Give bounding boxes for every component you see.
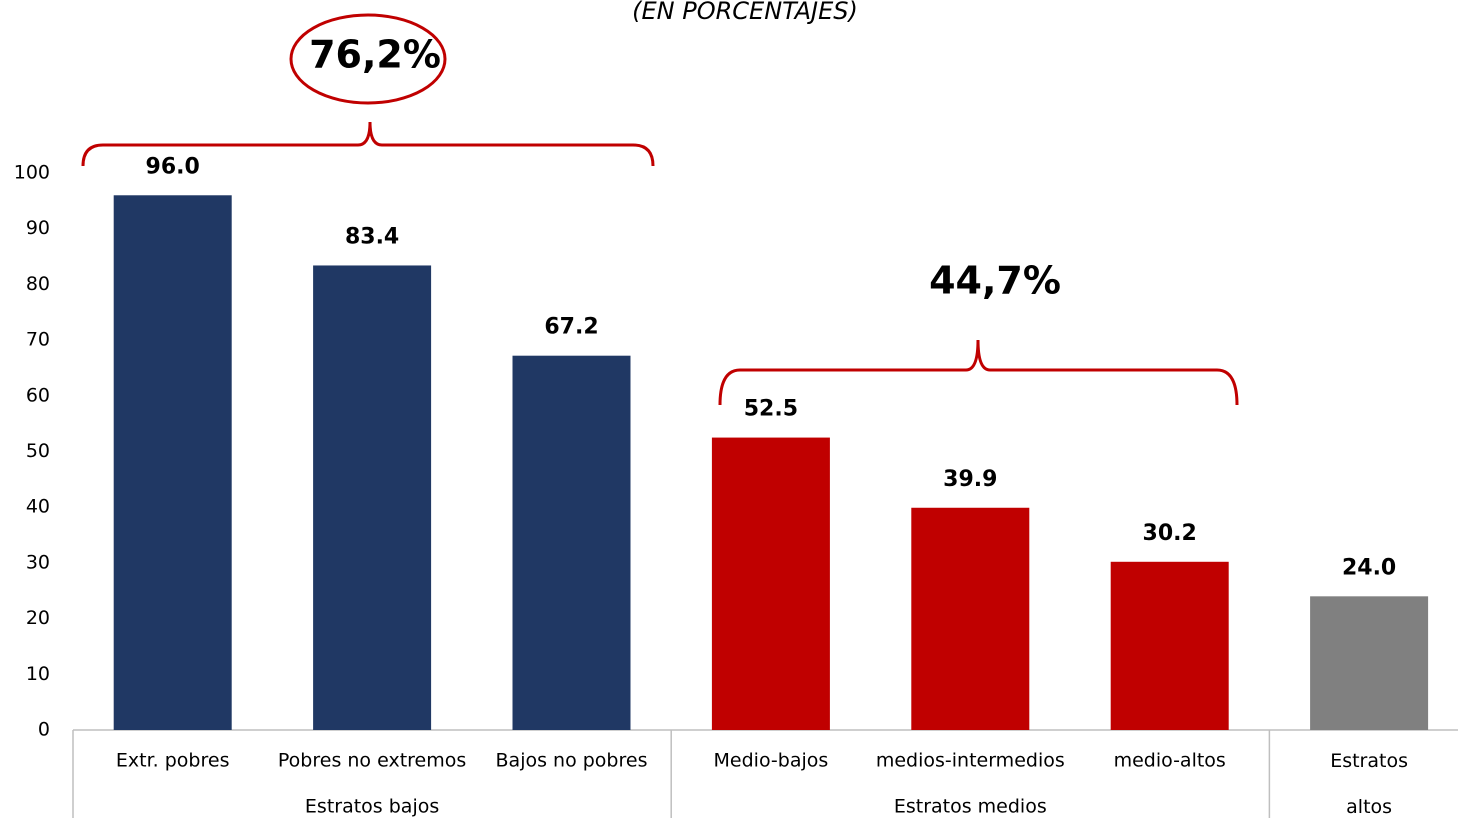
brace xyxy=(81,121,655,167)
value-label: 83.4 xyxy=(345,224,399,249)
group-label: Estratos bajos xyxy=(305,796,439,818)
value-label: 30.2 xyxy=(1143,521,1197,546)
annotation-ellipse xyxy=(289,13,447,105)
value-label: 24.0 xyxy=(1342,555,1396,580)
y-tick-label: 60 xyxy=(26,384,50,406)
bar xyxy=(313,265,432,730)
x-tick-label: medio-altos xyxy=(1114,750,1226,772)
y-tick-label: 30 xyxy=(26,551,50,573)
chart-title: (EN PORCENTAJES) xyxy=(632,0,858,25)
y-tick-label: 50 xyxy=(26,440,50,462)
y-tick-label: 90 xyxy=(26,217,50,239)
y-tick-label: 70 xyxy=(26,329,50,351)
x-tick-label: Medio-bajos xyxy=(714,750,829,772)
annotation: 76,2% xyxy=(309,33,441,77)
value-label: 52.5 xyxy=(744,397,798,422)
value-label: 67.2 xyxy=(544,315,598,340)
bar xyxy=(113,195,232,730)
y-tick-label: 20 xyxy=(26,607,50,629)
y-tick-label: 0 xyxy=(38,719,50,741)
x-tick-label: medios-intermedios xyxy=(876,750,1065,772)
x-tick-label: Pobres no extremos xyxy=(278,750,466,772)
bar xyxy=(711,437,830,730)
y-tick-label: 80 xyxy=(26,273,50,295)
y-tick-label: 10 xyxy=(26,663,50,685)
x-tick-label: Bajos no pobres xyxy=(496,750,648,772)
group-label: Estratos medios xyxy=(894,796,1047,818)
y-tick-label: 100 xyxy=(14,162,50,184)
bar xyxy=(1110,561,1229,730)
annotation: 44,7% xyxy=(929,259,1061,303)
brace xyxy=(718,339,1239,406)
x-tick-label: Estratos altos xyxy=(1330,750,1408,818)
bar xyxy=(911,507,1030,730)
value-label: 39.9 xyxy=(943,467,997,492)
value-label: 96.0 xyxy=(146,154,200,179)
x-tick-label: Extr. pobres xyxy=(116,750,230,772)
y-tick-label: 40 xyxy=(26,496,50,518)
bar xyxy=(1310,596,1429,730)
bar xyxy=(512,355,631,730)
